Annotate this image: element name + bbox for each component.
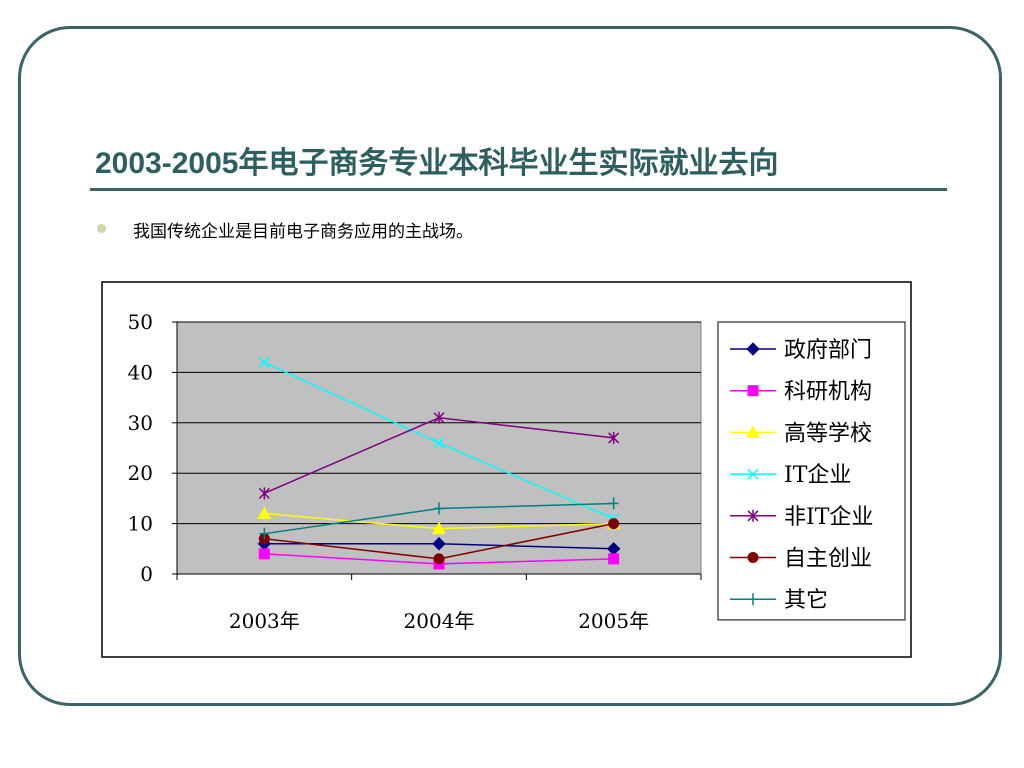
- data-point: [258, 487, 270, 500]
- legend-label: 政府部门: [784, 338, 872, 363]
- title-divider: [90, 188, 947, 191]
- legend-marker: [747, 509, 759, 522]
- plot-area: 0 10 20 30 40 50 2003年 2004年 2005年: [128, 310, 702, 633]
- legend-label: 其它: [784, 588, 828, 613]
- x-tick-label: 2004年: [404, 609, 475, 633]
- bullet-text: 我国传统企业是目前电子商务应用的主战场。: [133, 222, 473, 242]
- slide-frame: [18, 26, 1002, 706]
- legend-label: 高等学校: [784, 421, 872, 446]
- data-point: [608, 497, 619, 510]
- legend-marker: [747, 385, 759, 397]
- data-point: [258, 356, 270, 368]
- y-tick-label: 0: [140, 562, 153, 586]
- y-tick-label: 20: [128, 461, 153, 485]
- legend-label: IT企业: [784, 463, 851, 488]
- data-point: [432, 537, 446, 551]
- data-point: [608, 518, 620, 530]
- y-tick-label: 50: [128, 310, 153, 334]
- data-point: [257, 506, 272, 520]
- y-tick-label: 10: [128, 512, 153, 536]
- data-point: [258, 548, 270, 560]
- data-point: [433, 437, 445, 449]
- legend-label: 自主创业: [784, 547, 872, 572]
- data-point: [432, 521, 446, 535]
- legend-marker: [747, 552, 759, 563]
- legend-label: 科研机构: [784, 380, 872, 405]
- legend-marker: [747, 468, 759, 480]
- data-point: [433, 411, 445, 424]
- data-point: [259, 527, 270, 540]
- data-point: [608, 553, 620, 565]
- x-tick-label: 2003年: [229, 609, 300, 633]
- legend-marker: [746, 425, 760, 438]
- plot-background: [176, 321, 702, 575]
- slide-title: 2003-2005年电子商务专业本科毕业生实际就业去向: [95, 147, 779, 180]
- x-tick-label: 2005年: [578, 609, 649, 633]
- legend-marker: [748, 593, 758, 606]
- legend-marker: [746, 342, 760, 356]
- bullet-dot-icon: [97, 224, 106, 233]
- data-point: [608, 431, 620, 444]
- data-point: [433, 553, 445, 565]
- data-point: [434, 502, 444, 515]
- y-tick-label: 30: [128, 411, 153, 435]
- y-tick-label: 40: [128, 360, 153, 384]
- legend-label: 非IT企业: [784, 505, 873, 530]
